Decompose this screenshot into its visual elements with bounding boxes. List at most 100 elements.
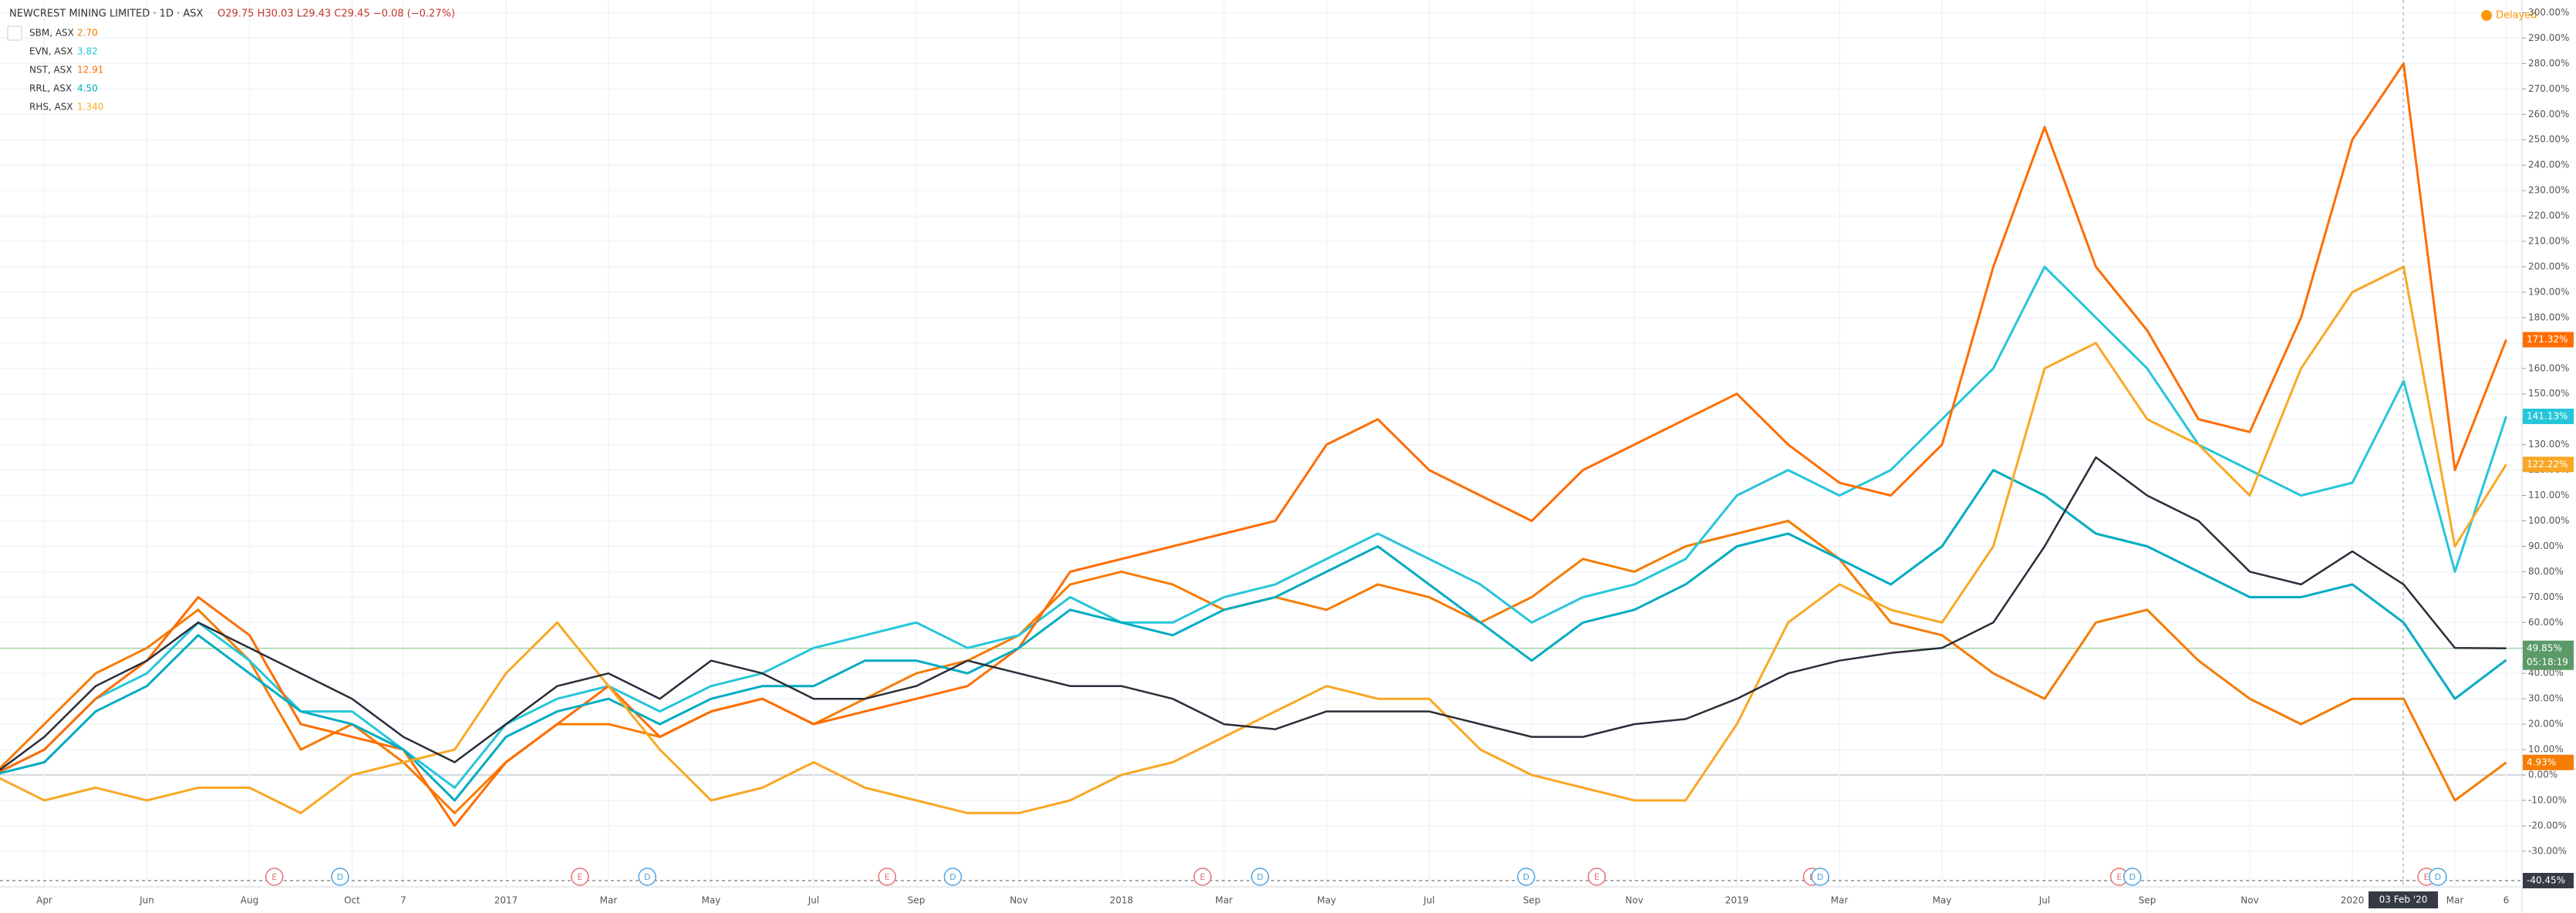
legend: SBM, ASX 2.70 EVN, ASX 3.82 NST, ASX 12.91 RRL… <box>7 25 103 113</box>
x-tick-label: Mar <box>1831 895 1849 906</box>
event-label: E <box>1200 872 1205 882</box>
chart-title: NEWCREST MINING LIMITED · 1D · ASX <box>9 8 203 20</box>
event-marker <box>331 868 349 886</box>
x-tick-label: Nov <box>1010 895 1027 906</box>
legend-toggle <box>7 25 22 41</box>
price-tag <box>2523 332 2574 348</box>
x-tick-label: Oct <box>344 895 360 906</box>
y-tick-label: 220.00% <box>2528 211 2569 221</box>
event-marker <box>265 868 284 886</box>
event-marker <box>2429 868 2447 886</box>
series-line <box>0 265 2507 814</box>
y-tick-label: 210.00% <box>2528 236 2569 247</box>
y-tick-label: 0.00% <box>2528 770 2557 780</box>
timer-bg <box>2523 654 2574 670</box>
event-label: D <box>1256 872 1263 882</box>
x-tick-label: 7 <box>400 895 406 906</box>
legend-name: SBM, ASX <box>29 28 74 39</box>
x-tick-label: 6 <box>2504 895 2510 906</box>
x-tick-label: 2019 <box>1725 895 1749 906</box>
event-label: E <box>271 872 277 882</box>
y-tick-label: 280.00% <box>2528 58 2569 69</box>
event-label: E <box>2424 872 2429 882</box>
status: Delayed <box>2496 10 2537 22</box>
x-tick-label: Jul <box>1423 895 1435 906</box>
event-marker <box>1250 868 1269 886</box>
y-tick-label: 130.00% <box>2528 439 2569 450</box>
plot-area <box>0 62 2507 827</box>
x-tick-label: Sep <box>908 895 926 906</box>
y-tick-label: 10.00% <box>2528 744 2564 755</box>
x-tick-label: Sep <box>2139 895 2156 906</box>
x-tick-label: Nov <box>2241 895 2258 906</box>
event-label: E <box>885 872 890 882</box>
timer: 05:18:19 <box>2527 656 2568 667</box>
price-tag-label: 122.22% <box>2527 459 2568 470</box>
y-tick-label: -30.00% <box>2528 845 2567 856</box>
event-marker <box>571 868 589 886</box>
x-tick-label: Sep <box>1523 895 1541 906</box>
event-marker <box>1587 868 1607 886</box>
status-icon <box>2481 10 2492 21</box>
event-label: D <box>2129 872 2135 882</box>
price-tag <box>2523 408 2574 424</box>
legend-name: NST, ASX <box>29 65 72 76</box>
series-line <box>0 62 2507 827</box>
y-tick-label: 110.00% <box>2528 490 2569 500</box>
legend-name: RHS, ASX <box>29 102 73 113</box>
price-tag-label: 141.13% <box>2527 410 2568 421</box>
y-tick-label: 150.00% <box>2528 388 2569 399</box>
x-tick-label: Nov <box>1625 895 1643 906</box>
x-tick-label: May <box>1317 895 1337 906</box>
event-marker <box>638 868 656 886</box>
grid <box>0 0 2522 887</box>
event-marker <box>878 868 896 886</box>
y-tick-label: 300.00% <box>2528 7 2569 18</box>
y-tick-label: 290.00% <box>2528 32 2569 43</box>
legend-name: EVN, ASX <box>29 46 72 57</box>
event-marker <box>1193 868 1212 886</box>
price-tag <box>2523 754 2574 770</box>
y-tick-label: 30.00% <box>2528 693 2564 704</box>
y-tick-label: 80.00% <box>2528 566 2564 577</box>
y-tick-label: 160.00% <box>2528 362 2569 373</box>
series-line <box>0 469 2507 802</box>
x-tick-label: Jul <box>808 895 819 906</box>
event-marker <box>2123 868 2142 886</box>
x-tick-label: Jun <box>139 895 154 906</box>
y-tick-label: 60.00% <box>2528 617 2564 628</box>
event-label: D <box>644 872 650 882</box>
event-label: D <box>337 872 343 882</box>
y-tick-label: 40.00% <box>2528 668 2564 679</box>
bottom-tag-bg <box>2523 873 2574 888</box>
series-line <box>0 265 2507 789</box>
legend-price: 4.50 <box>77 83 98 94</box>
y-tick-label: -20.00% <box>2528 820 2567 830</box>
x-tick-label: 2017 <box>494 895 518 906</box>
legend-name: RRL, ASX <box>29 83 72 94</box>
event-label: D <box>2435 872 2441 882</box>
price-tag-label: 171.32% <box>2527 334 2568 345</box>
price-tag-label: 49.85% <box>2527 642 2562 653</box>
event-label: D <box>1523 872 1529 882</box>
y-tick-label: 100.00% <box>2528 515 2569 526</box>
x-tick-label: May <box>1933 895 1952 906</box>
x-tick-label: Apr <box>36 895 52 906</box>
x-tick-label: Mar <box>2446 895 2464 906</box>
price-tag <box>2523 456 2574 473</box>
y-tick-label: 190.00% <box>2528 286 2569 297</box>
event-label: D <box>949 872 956 882</box>
price-tag <box>2523 640 2574 656</box>
legend-price: 12.91 <box>77 65 103 76</box>
y-tick-label: 180.00% <box>2528 312 2569 322</box>
event-marker <box>1811 868 1829 886</box>
y-tick-label: 20.00% <box>2528 719 2564 729</box>
series-line <box>0 456 2507 771</box>
event-label: E <box>577 872 582 882</box>
legend-price: 2.70 <box>77 28 98 39</box>
y-tick-label: 90.00% <box>2528 541 2564 551</box>
price-tag-label: 4.93% <box>2527 756 2556 767</box>
event-label: E <box>1594 872 1600 882</box>
x-tick-label: Aug <box>241 895 258 906</box>
